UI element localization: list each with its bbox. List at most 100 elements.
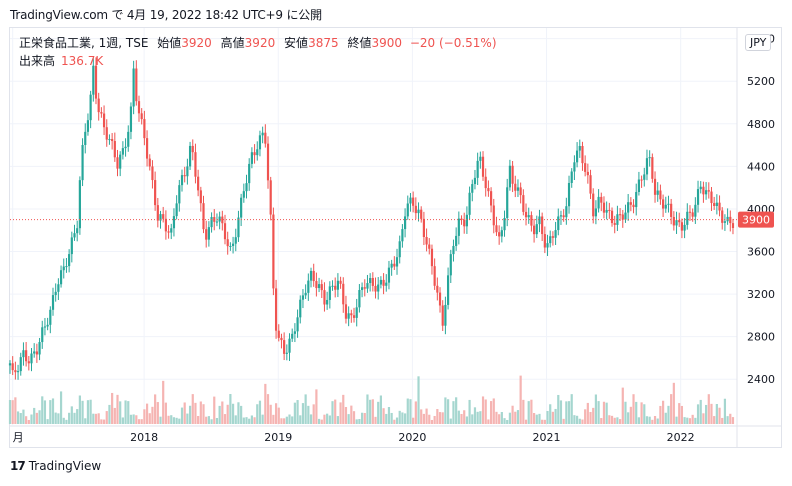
volume-bar bbox=[452, 401, 455, 424]
candle-body bbox=[51, 295, 55, 310]
candle-body bbox=[516, 187, 520, 191]
candle-body bbox=[731, 223, 735, 229]
volume-bar bbox=[253, 417, 256, 424]
volume-bar bbox=[261, 414, 264, 424]
y-tick-label: 5200 bbox=[747, 75, 775, 88]
volume-bar bbox=[371, 399, 374, 424]
volume-bar bbox=[127, 401, 130, 424]
candle-body bbox=[718, 202, 721, 211]
volume-bar bbox=[726, 416, 729, 424]
candle-body bbox=[331, 285, 334, 287]
x-tick-label: 2019 bbox=[264, 431, 292, 444]
open-value: 3920 bbox=[181, 36, 212, 50]
volume-bar bbox=[277, 407, 280, 424]
tradingview-brand: TradingView bbox=[28, 459, 102, 473]
symbol-label[interactable]: 正栄食品工業, 1週, TSE bbox=[19, 36, 149, 50]
candle-body bbox=[253, 152, 256, 156]
candle-body bbox=[43, 326, 47, 328]
volume-bar bbox=[455, 397, 458, 424]
volume-bar bbox=[487, 419, 490, 424]
candle-body bbox=[627, 202, 630, 213]
candle-body bbox=[280, 337, 283, 341]
volume-bar bbox=[374, 416, 377, 424]
candle-body bbox=[374, 285, 377, 292]
volume-bar bbox=[283, 418, 286, 424]
candle-body bbox=[390, 263, 393, 268]
volume-bar bbox=[360, 412, 364, 424]
volume-bar bbox=[205, 416, 208, 424]
volume-bar bbox=[186, 413, 189, 424]
candle-body bbox=[581, 146, 584, 164]
volume-bar bbox=[309, 414, 313, 424]
volume-bar bbox=[8, 400, 12, 424]
volume-bar bbox=[336, 416, 339, 424]
volume-bar bbox=[242, 417, 245, 424]
volume-bar bbox=[334, 399, 337, 424]
volume-bar bbox=[511, 405, 514, 424]
volume-bar bbox=[696, 404, 700, 424]
volume-bar bbox=[530, 399, 533, 424]
volume-bar bbox=[35, 412, 38, 424]
volume-bar bbox=[479, 411, 482, 424]
candle-body bbox=[258, 135, 262, 150]
volume-bar bbox=[653, 416, 657, 424]
candle-body bbox=[514, 183, 517, 191]
volume-bar bbox=[245, 417, 248, 424]
volume-bar bbox=[492, 398, 495, 424]
volume-bar bbox=[256, 404, 259, 424]
candle-body bbox=[347, 313, 350, 319]
candle-body bbox=[605, 209, 608, 213]
candle-body bbox=[707, 190, 710, 192]
volume-bar bbox=[465, 416, 468, 424]
candle-body bbox=[543, 234, 546, 248]
volume-bar bbox=[312, 404, 315, 424]
volume-bar bbox=[102, 419, 106, 424]
volume-bar bbox=[602, 401, 606, 424]
candle-body bbox=[221, 216, 224, 224]
candle-body bbox=[635, 191, 638, 208]
volume-bar bbox=[197, 415, 200, 424]
candle-body bbox=[283, 340, 286, 354]
volume-bar bbox=[296, 400, 299, 424]
volume-bar bbox=[41, 396, 44, 424]
candle-body bbox=[567, 182, 571, 207]
candle-body bbox=[371, 278, 374, 286]
candle-body bbox=[116, 157, 119, 169]
candle-body bbox=[667, 203, 670, 205]
volume-bar bbox=[597, 401, 600, 424]
candle-body bbox=[339, 280, 342, 284]
volume-bar bbox=[503, 418, 506, 424]
volume-bar bbox=[621, 387, 624, 424]
candle-body bbox=[495, 225, 498, 233]
volume-bar bbox=[264, 383, 267, 424]
volume-bar bbox=[280, 418, 283, 424]
candle-body bbox=[594, 208, 598, 217]
candle-body bbox=[713, 203, 716, 207]
x-tick-label: 2018 bbox=[130, 431, 158, 444]
candle-body bbox=[143, 119, 146, 139]
candle-body bbox=[670, 203, 673, 217]
candle-body bbox=[309, 270, 313, 281]
low-value: 3875 bbox=[308, 36, 339, 50]
last-price-tag bbox=[738, 211, 774, 228]
candle-body bbox=[218, 216, 221, 222]
tradingview-logo[interactable]: 17 TradingView bbox=[10, 459, 101, 473]
candle-body bbox=[27, 361, 30, 364]
candle-body bbox=[59, 270, 63, 285]
volume-bar bbox=[178, 418, 181, 424]
volume-bar bbox=[116, 394, 119, 424]
volume-bar bbox=[355, 419, 358, 424]
candle-body bbox=[145, 138, 149, 159]
y-tick-label: 3200 bbox=[747, 288, 775, 301]
candle-body bbox=[226, 239, 229, 247]
volume-bar bbox=[506, 419, 509, 424]
candle-body bbox=[632, 204, 635, 208]
candle-body bbox=[14, 370, 17, 373]
candle-body bbox=[78, 180, 81, 229]
tradingview-logo-icon: 17 bbox=[10, 459, 26, 473]
candle-body bbox=[694, 204, 697, 217]
currency-button[interactable]: JPY bbox=[745, 34, 772, 51]
volume-bar bbox=[223, 414, 227, 424]
candle-body bbox=[565, 206, 568, 218]
